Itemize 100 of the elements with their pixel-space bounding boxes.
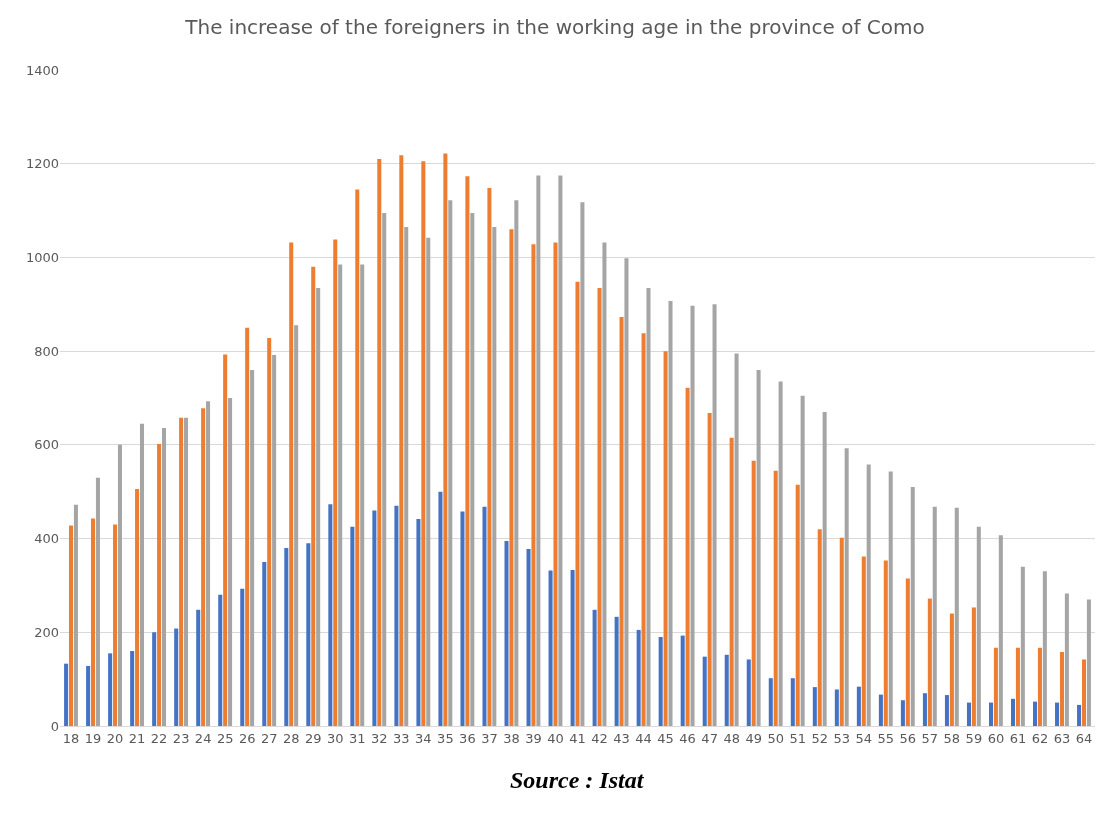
bar xyxy=(729,437,734,726)
bar xyxy=(394,505,399,726)
bar xyxy=(250,369,255,726)
y-tick-label: 200 xyxy=(34,624,59,640)
x-tick-label: 58 xyxy=(943,730,961,746)
x-tick-label: 28 xyxy=(282,730,300,746)
bar xyxy=(910,487,915,726)
source-note: Source : Istat xyxy=(510,767,645,793)
x-tick-label: 49 xyxy=(745,730,762,746)
x-tick-label: 40 xyxy=(547,730,564,746)
bar xyxy=(196,609,201,726)
bar xyxy=(1020,566,1025,726)
x-tick-label: 56 xyxy=(899,730,917,746)
bar xyxy=(817,529,822,726)
bar xyxy=(861,556,866,726)
bar xyxy=(416,518,421,726)
bar xyxy=(404,226,409,726)
bar xyxy=(355,189,360,726)
bar xyxy=(800,395,805,726)
bar xyxy=(790,678,795,726)
x-tick-label: 50 xyxy=(767,730,784,746)
bar xyxy=(73,504,78,726)
bar xyxy=(839,537,844,726)
bar xyxy=(663,351,668,726)
bar xyxy=(95,477,100,726)
bar xyxy=(707,412,712,726)
x-tick-label: 21 xyxy=(128,730,146,746)
bar xyxy=(91,518,96,726)
bar xyxy=(998,535,1003,726)
bar xyxy=(426,237,431,726)
x-tick-label: 62 xyxy=(1031,730,1049,746)
x-tick-label: 31 xyxy=(349,730,366,746)
bar xyxy=(218,594,223,726)
bar xyxy=(866,464,871,726)
bar xyxy=(822,412,827,726)
x-tick-label: 41 xyxy=(569,730,586,746)
bar xyxy=(944,695,949,726)
bar xyxy=(421,161,426,726)
bar xyxy=(526,548,531,726)
bar xyxy=(465,176,470,726)
bar xyxy=(113,524,118,726)
bar xyxy=(724,654,729,726)
x-tick-label: 59 xyxy=(965,730,983,746)
bar xyxy=(443,153,448,726)
x-tick-label: 48 xyxy=(723,730,740,746)
bar xyxy=(135,488,140,726)
x-tick-label: 54 xyxy=(855,730,873,746)
bar xyxy=(206,401,211,726)
bar xyxy=(377,159,382,726)
bar xyxy=(988,702,993,726)
bar xyxy=(1059,651,1064,726)
bar xyxy=(949,613,954,726)
bar xyxy=(702,656,707,726)
bar xyxy=(228,398,233,726)
bar xyxy=(382,212,387,726)
bar xyxy=(690,305,695,726)
bar xyxy=(756,369,761,726)
bar xyxy=(240,588,245,726)
x-tick-label: 34 xyxy=(415,730,432,746)
bar xyxy=(812,687,817,726)
bar xyxy=(624,258,629,726)
bar xyxy=(888,471,893,726)
bar xyxy=(311,266,316,726)
x-tick-label: 38 xyxy=(503,730,520,746)
chart-title: The increase of the foreigners in the working age in the province of Como xyxy=(184,15,925,40)
x-tick-label: 51 xyxy=(789,730,806,746)
x-tick-label: 30 xyxy=(327,730,344,746)
x-tick-label: 46 xyxy=(679,730,696,746)
bar xyxy=(223,354,228,726)
bar xyxy=(971,607,976,726)
bar xyxy=(922,693,927,726)
bar xyxy=(592,609,597,726)
bar xyxy=(658,636,663,726)
x-tick-label: 61 xyxy=(1009,730,1027,746)
bar xyxy=(504,540,509,726)
bar xyxy=(108,653,113,726)
x-tick-label: 26 xyxy=(238,730,256,746)
bar xyxy=(338,264,343,726)
bar xyxy=(900,700,905,726)
x-tick-label: 20 xyxy=(106,730,124,746)
bar xyxy=(289,242,294,726)
bar xyxy=(531,244,536,726)
bar xyxy=(685,387,690,726)
bar xyxy=(179,417,184,726)
bar xyxy=(184,417,189,726)
bar xyxy=(157,443,162,726)
bar xyxy=(294,325,299,726)
bar xyxy=(575,281,580,726)
bar xyxy=(580,202,585,726)
y-tick-label: 1400 xyxy=(25,62,59,78)
bar xyxy=(130,651,135,726)
bar xyxy=(1055,702,1060,726)
bar xyxy=(778,381,783,726)
bar xyxy=(1077,704,1082,726)
bar xyxy=(1081,659,1087,726)
bar xyxy=(509,229,514,726)
x-tick-label: 53 xyxy=(833,730,851,746)
bar xyxy=(470,212,475,726)
bar xyxy=(399,155,404,726)
bar xyxy=(553,242,558,726)
